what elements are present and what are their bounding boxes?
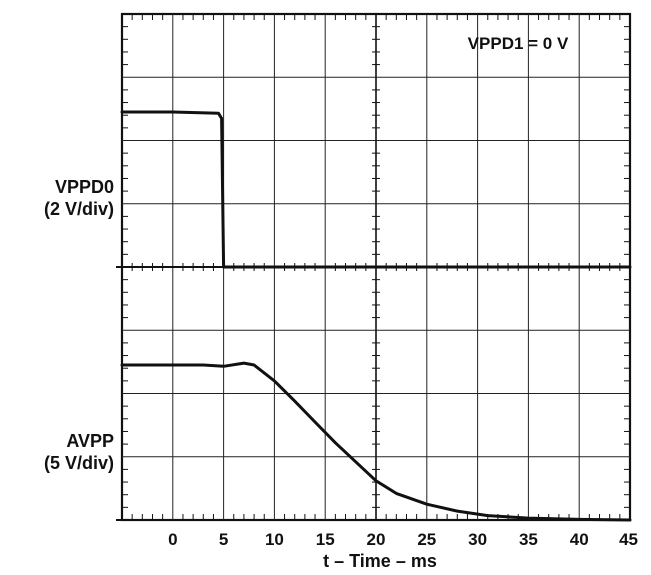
vppd0-channel-label: VPPD0 (2 V/div)	[0, 176, 114, 220]
avpp-label: AVPP	[66, 431, 114, 451]
vppd0-label: VPPD0	[54, 177, 114, 197]
x-tick-label: 30	[468, 530, 487, 549]
avpp-trace	[120, 361, 632, 522]
x-tick-label: 35	[519, 530, 538, 549]
avpp-scale-label: (5 V/div)	[43, 453, 114, 473]
x-tick-label: 0	[168, 530, 177, 549]
x-tick-label: 40	[570, 530, 589, 549]
vppd0-trace	[120, 110, 632, 269]
x-tick-label: 10	[265, 530, 284, 549]
x-tick-label: 20	[367, 530, 386, 549]
x-tick-label: 15	[316, 530, 335, 549]
x-tick-label: 25	[417, 530, 436, 549]
x-axis-title: t – Time – ms	[323, 551, 437, 571]
x-tick-label: 5	[219, 530, 228, 549]
vppd0-scale-label: (2 V/div)	[43, 199, 114, 219]
vppd1-annotation: VPPD1 = 0 V	[467, 34, 569, 53]
x-tick-label: 45	[619, 530, 638, 549]
avpp-channel-label: AVPP (5 V/div)	[0, 430, 114, 474]
